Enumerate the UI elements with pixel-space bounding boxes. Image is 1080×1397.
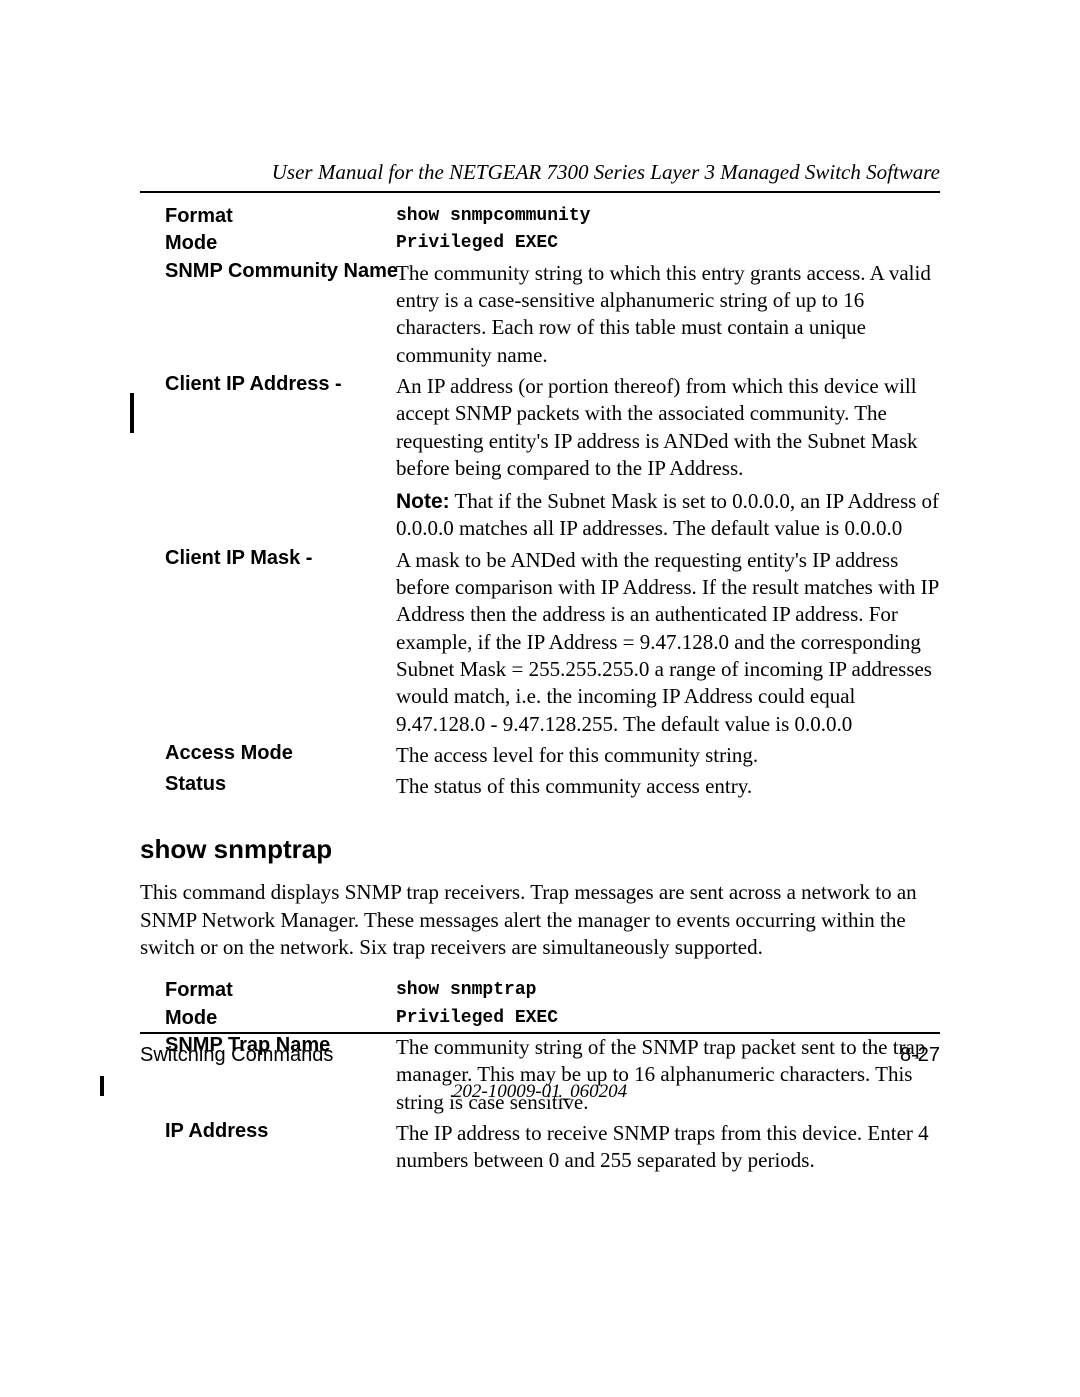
footer-rule	[140, 1032, 940, 1034]
row-client-ip-mask: Client IP Mask - A mask to be ANDed with…	[165, 547, 940, 738]
footer-line: Switching Commands 8-27	[140, 1044, 940, 1067]
header-rule	[140, 191, 940, 193]
label-client-ip-mask: Client IP Mask -	[165, 547, 396, 570]
page-footer: Switching Commands 8-27 202-10009-01_060…	[140, 1032, 940, 1103]
value-access-mode: The access level for this community stri…	[396, 742, 940, 769]
page: User Manual for the NETGEAR 7300 Series …	[0, 0, 1080, 1397]
footer-left: Switching Commands	[140, 1044, 333, 1067]
value-mode-2: Privileged EXEC	[396, 1007, 940, 1030]
label-status: Status	[165, 773, 396, 796]
row-community-name: SNMP Community Name The community string…	[165, 260, 940, 369]
value-mode: Privileged EXEC	[396, 232, 940, 255]
change-bar	[100, 1076, 104, 1096]
snmpcommunity-definitions: Format show snmpcommunity Mode Privilege…	[165, 205, 940, 800]
label-mode: Mode	[165, 232, 396, 255]
row-status: Status The status of this community acce…	[165, 773, 940, 800]
value-format-2: show snmptrap	[396, 979, 940, 1002]
value-format: show snmpcommunity	[396, 205, 940, 228]
label-format: Format	[165, 205, 396, 228]
row-format: Format show snmpcommunity	[165, 205, 940, 228]
note-label: Note:	[396, 490, 450, 513]
value-status: The status of this community access entr…	[396, 773, 940, 800]
value-client-ip-mask: A mask to be ANDed with the requesting e…	[396, 547, 940, 738]
row-mode: Mode Privileged EXEC	[165, 232, 940, 255]
page-header: User Manual for the NETGEAR 7300 Series …	[140, 160, 940, 193]
note-text: That if the Subnet Mask is set to 0.0.0.…	[396, 489, 939, 540]
label-ip-address: IP Address	[165, 1120, 396, 1143]
snmptrap-intro: This command displays SNMP trap receiver…	[140, 879, 940, 961]
change-bar	[130, 393, 134, 433]
client-ip-address-note: Note: That if the Subnet Mask is set to …	[396, 488, 940, 543]
label-community-name: SNMP Community Name	[165, 260, 396, 283]
footer-docnum: 202-10009-01_060204	[140, 1081, 940, 1103]
row-mode-2: Mode Privileged EXEC	[165, 1007, 940, 1030]
row-format-2: Format show snmptrap	[165, 979, 940, 1002]
label-client-ip-address: Client IP Address -	[165, 373, 396, 396]
value-community-name: The community string to which this entry…	[396, 260, 940, 369]
row-access-mode: Access Mode The access level for this co…	[165, 742, 940, 769]
label-format-2: Format	[165, 979, 396, 1002]
label-access-mode: Access Mode	[165, 742, 396, 765]
value-client-ip-address: An IP address (or portion thereof) from …	[396, 373, 940, 543]
row-ip-address: IP Address The IP address to receive SNM…	[165, 1120, 940, 1175]
footer-right: 8-27	[900, 1044, 940, 1067]
header-title: User Manual for the NETGEAR 7300 Series …	[140, 160, 940, 185]
value-ip-address: The IP address to receive SNMP traps fro…	[396, 1120, 940, 1175]
label-mode-2: Mode	[165, 1007, 396, 1030]
client-ip-address-main: An IP address (or portion thereof) from …	[396, 374, 918, 480]
heading-show-snmptrap: show snmptrap	[140, 834, 940, 865]
row-client-ip-address: Client IP Address - An IP address (or po…	[165, 373, 940, 543]
